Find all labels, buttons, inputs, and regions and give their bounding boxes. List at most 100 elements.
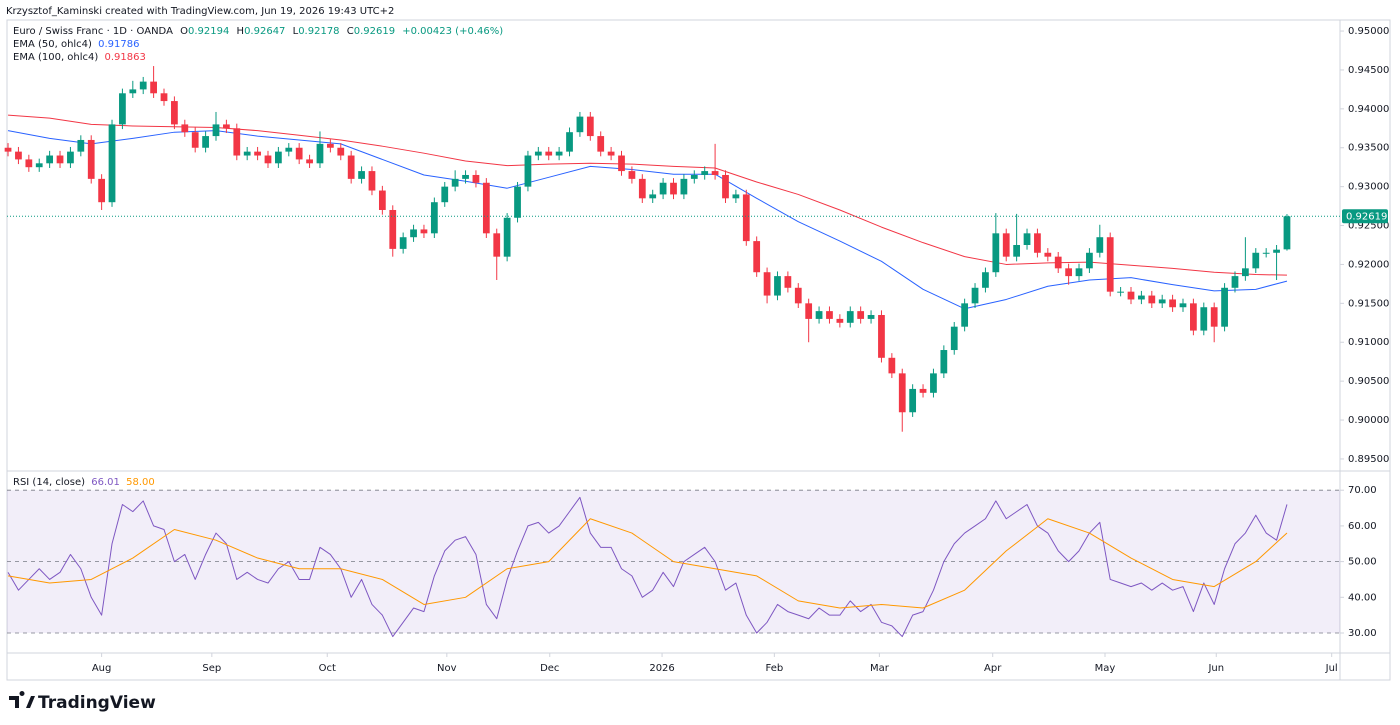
candle-body <box>441 186 449 203</box>
x-tick-label: May <box>1095 663 1116 674</box>
legend-main: Euro / Swiss Franc · 1D · OANDA O0.92194… <box>13 26 503 37</box>
candle-body <box>347 155 355 179</box>
candle-body <box>597 136 605 152</box>
x-tick-label: Nov <box>437 663 457 674</box>
candle-body <box>337 147 345 156</box>
candle-body <box>1075 268 1083 277</box>
x-tick-label: Dec <box>540 663 559 674</box>
candle-body <box>4 147 12 152</box>
candle-body <box>1242 268 1249 277</box>
y-tick-label: 70.00 <box>1348 485 1377 496</box>
candle-body <box>930 373 937 393</box>
candle-body <box>545 151 553 156</box>
candle-body <box>1148 295 1156 304</box>
y-tick-label: 60.00 <box>1348 521 1377 532</box>
candle-body <box>586 116 594 137</box>
y-tick-label: 40.00 <box>1348 592 1377 603</box>
candle-body <box>243 151 251 156</box>
candle-body <box>961 303 969 327</box>
candle-body <box>326 143 334 148</box>
legend-value: 0.91863 <box>105 52 146 63</box>
candle-body <box>1127 291 1135 300</box>
candle-body <box>711 171 719 175</box>
candle-body <box>472 174 480 183</box>
series-line <box>7 518 1288 609</box>
candle-body <box>108 124 116 203</box>
candle-body <box>1273 249 1280 253</box>
candle-body <box>1034 233 1041 253</box>
candle-body <box>275 151 282 164</box>
series-line <box>7 496 1288 638</box>
y-tick-label: 0.92500 <box>1348 221 1389 232</box>
y-tick-label: 0.91500 <box>1348 298 1389 309</box>
candle-body <box>1013 244 1021 257</box>
ohlc-label: L <box>293 26 299 37</box>
candle-body <box>898 373 906 413</box>
legend-name: EMA (50, ohlc4) <box>13 39 92 50</box>
y-tick-label: 30.00 <box>1348 628 1377 639</box>
candle-body <box>1054 256 1062 269</box>
y-tick-label: 0.90000 <box>1348 415 1389 426</box>
y-tick-label: 50.00 <box>1348 557 1377 568</box>
candle-body <box>1117 291 1124 293</box>
candle-body <box>753 241 761 273</box>
symbol-title: Euro / Swiss Franc · 1D · OANDA <box>13 26 173 37</box>
change: +0.00423 (+0.46%) <box>402 26 503 37</box>
candle-body <box>25 159 33 168</box>
ohlc-value: 0.92178 <box>298 26 339 37</box>
logo-text: TradingView <box>38 693 156 713</box>
candle-body <box>462 174 469 179</box>
candle-body <box>774 276 781 296</box>
candle-body <box>919 388 927 393</box>
candle-body <box>150 81 157 94</box>
legend-value: 58.00 <box>126 477 155 488</box>
legend-name: EMA (100, ohlc4) <box>13 52 98 63</box>
candle-body <box>1179 303 1187 308</box>
y-tick-label: 0.91000 <box>1348 337 1389 348</box>
y-tick-label: 0.94500 <box>1348 65 1389 76</box>
candle-body <box>316 143 324 164</box>
credit: Krzysztof_Kaminski created with TradingV… <box>6 6 394 17</box>
candle-body <box>1231 276 1239 288</box>
series-line <box>7 130 1288 310</box>
ohlc-label: C <box>347 26 354 37</box>
ohlc-value: 0.92619 <box>354 26 395 37</box>
candle-body <box>15 151 22 160</box>
candle-body <box>618 155 625 172</box>
candle-body <box>223 124 230 129</box>
candle-body <box>1210 307 1218 327</box>
logo: TradingView <box>9 690 156 713</box>
candle-body <box>888 357 896 374</box>
candle-body <box>763 272 771 296</box>
candle-body <box>212 124 220 137</box>
candle-body <box>940 350 948 374</box>
y-tick-label: 0.89500 <box>1348 454 1389 465</box>
candle-body <box>784 276 792 288</box>
candle-body <box>701 171 709 175</box>
candle-body <box>67 151 74 164</box>
candle-body <box>680 178 688 195</box>
candle-body <box>607 151 615 156</box>
candle-body <box>139 81 147 90</box>
candle-body <box>191 132 199 148</box>
candle-body <box>98 178 105 203</box>
x-tick-label: Jun <box>1207 663 1224 674</box>
candle-body <box>1106 237 1114 292</box>
candle-body <box>358 171 365 179</box>
x-tick-label: Oct <box>319 663 336 674</box>
x-tick-label: Jul <box>1325 663 1338 674</box>
candle-body <box>160 93 168 102</box>
series-line <box>8 114 1287 276</box>
candle-body <box>389 209 397 249</box>
x-tick-label: Feb <box>765 663 783 674</box>
candle-body <box>1138 295 1145 300</box>
candle-body <box>742 194 750 242</box>
candle-body <box>1086 252 1093 269</box>
x-tick-label: Aug <box>92 663 112 674</box>
candle-body <box>555 151 563 156</box>
candle-body <box>722 174 729 199</box>
candle-body <box>295 147 303 160</box>
candle-body <box>659 182 667 195</box>
